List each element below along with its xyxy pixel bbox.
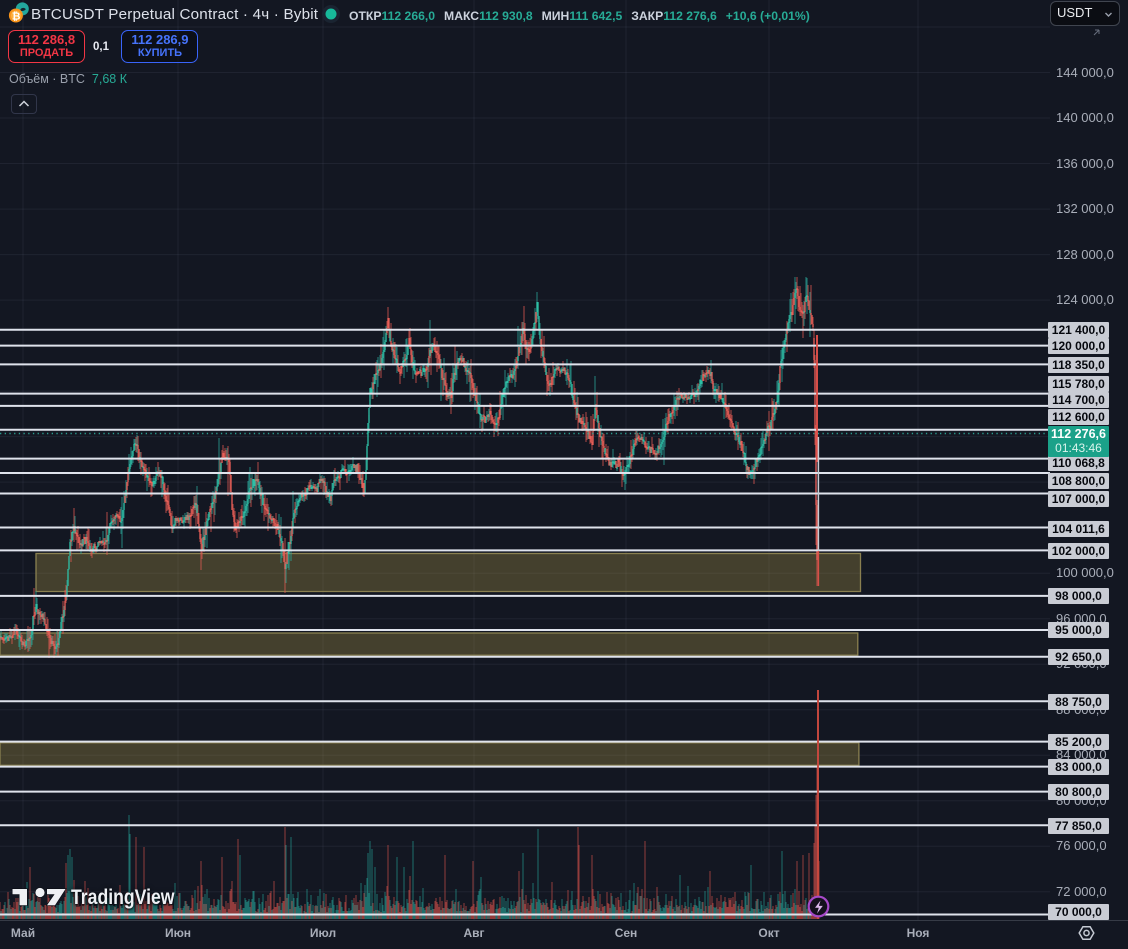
svg-text:₿: ₿ bbox=[12, 11, 21, 23]
